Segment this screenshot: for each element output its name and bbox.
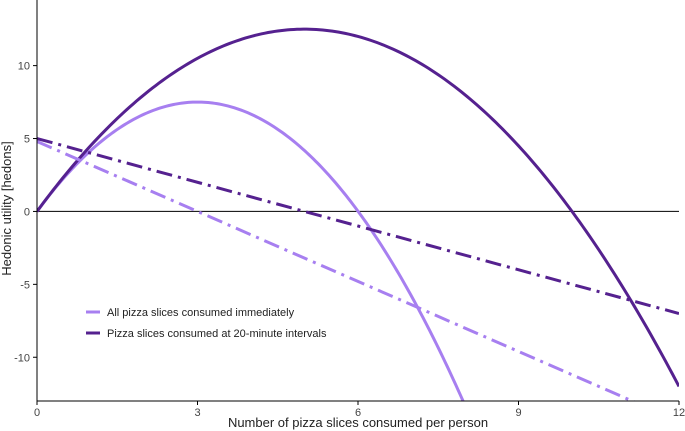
x-tick-label: 0 — [34, 407, 40, 419]
x-axis-title: Number of pizza slices consumed per pers… — [228, 415, 488, 430]
y-axis-title: Hedonic utility [hedons] — [0, 141, 14, 275]
x-tick-label: 3 — [194, 407, 200, 419]
y-tick-label: -5 — [20, 279, 30, 291]
x-tick-label: 6 — [355, 407, 361, 419]
series-line-marginal-0 — [37, 140, 636, 401]
legend-label: All pizza slices consumed immediately — [107, 307, 295, 319]
y-tick-label: 5 — [24, 134, 30, 146]
x-tick-label: 9 — [515, 407, 521, 419]
legend-label: Pizza slices consumed at 20-minute inter… — [107, 328, 327, 340]
series-line-utility-1 — [37, 27, 679, 388]
y-tick-label: 0 — [24, 206, 30, 218]
y-tick-label: -10 — [14, 352, 30, 364]
legend: All pizza slices consumed immediately Piz… — [86, 307, 327, 340]
series-line-utility-0 — [37, 100, 465, 401]
y-tick-label: 10 — [18, 61, 30, 73]
x-tick-label: 12 — [673, 407, 685, 419]
series-line-marginal-1 — [37, 137, 679, 315]
